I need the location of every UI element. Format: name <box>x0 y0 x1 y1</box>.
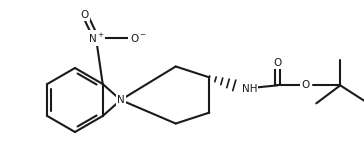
Text: N: N <box>117 95 124 105</box>
Text: N$^+$: N$^+$ <box>88 32 104 44</box>
Text: O: O <box>273 58 281 68</box>
Text: O: O <box>301 80 309 90</box>
Text: O: O <box>81 10 89 20</box>
Text: NH: NH <box>242 84 257 94</box>
Text: O$^-$: O$^-$ <box>130 32 146 44</box>
